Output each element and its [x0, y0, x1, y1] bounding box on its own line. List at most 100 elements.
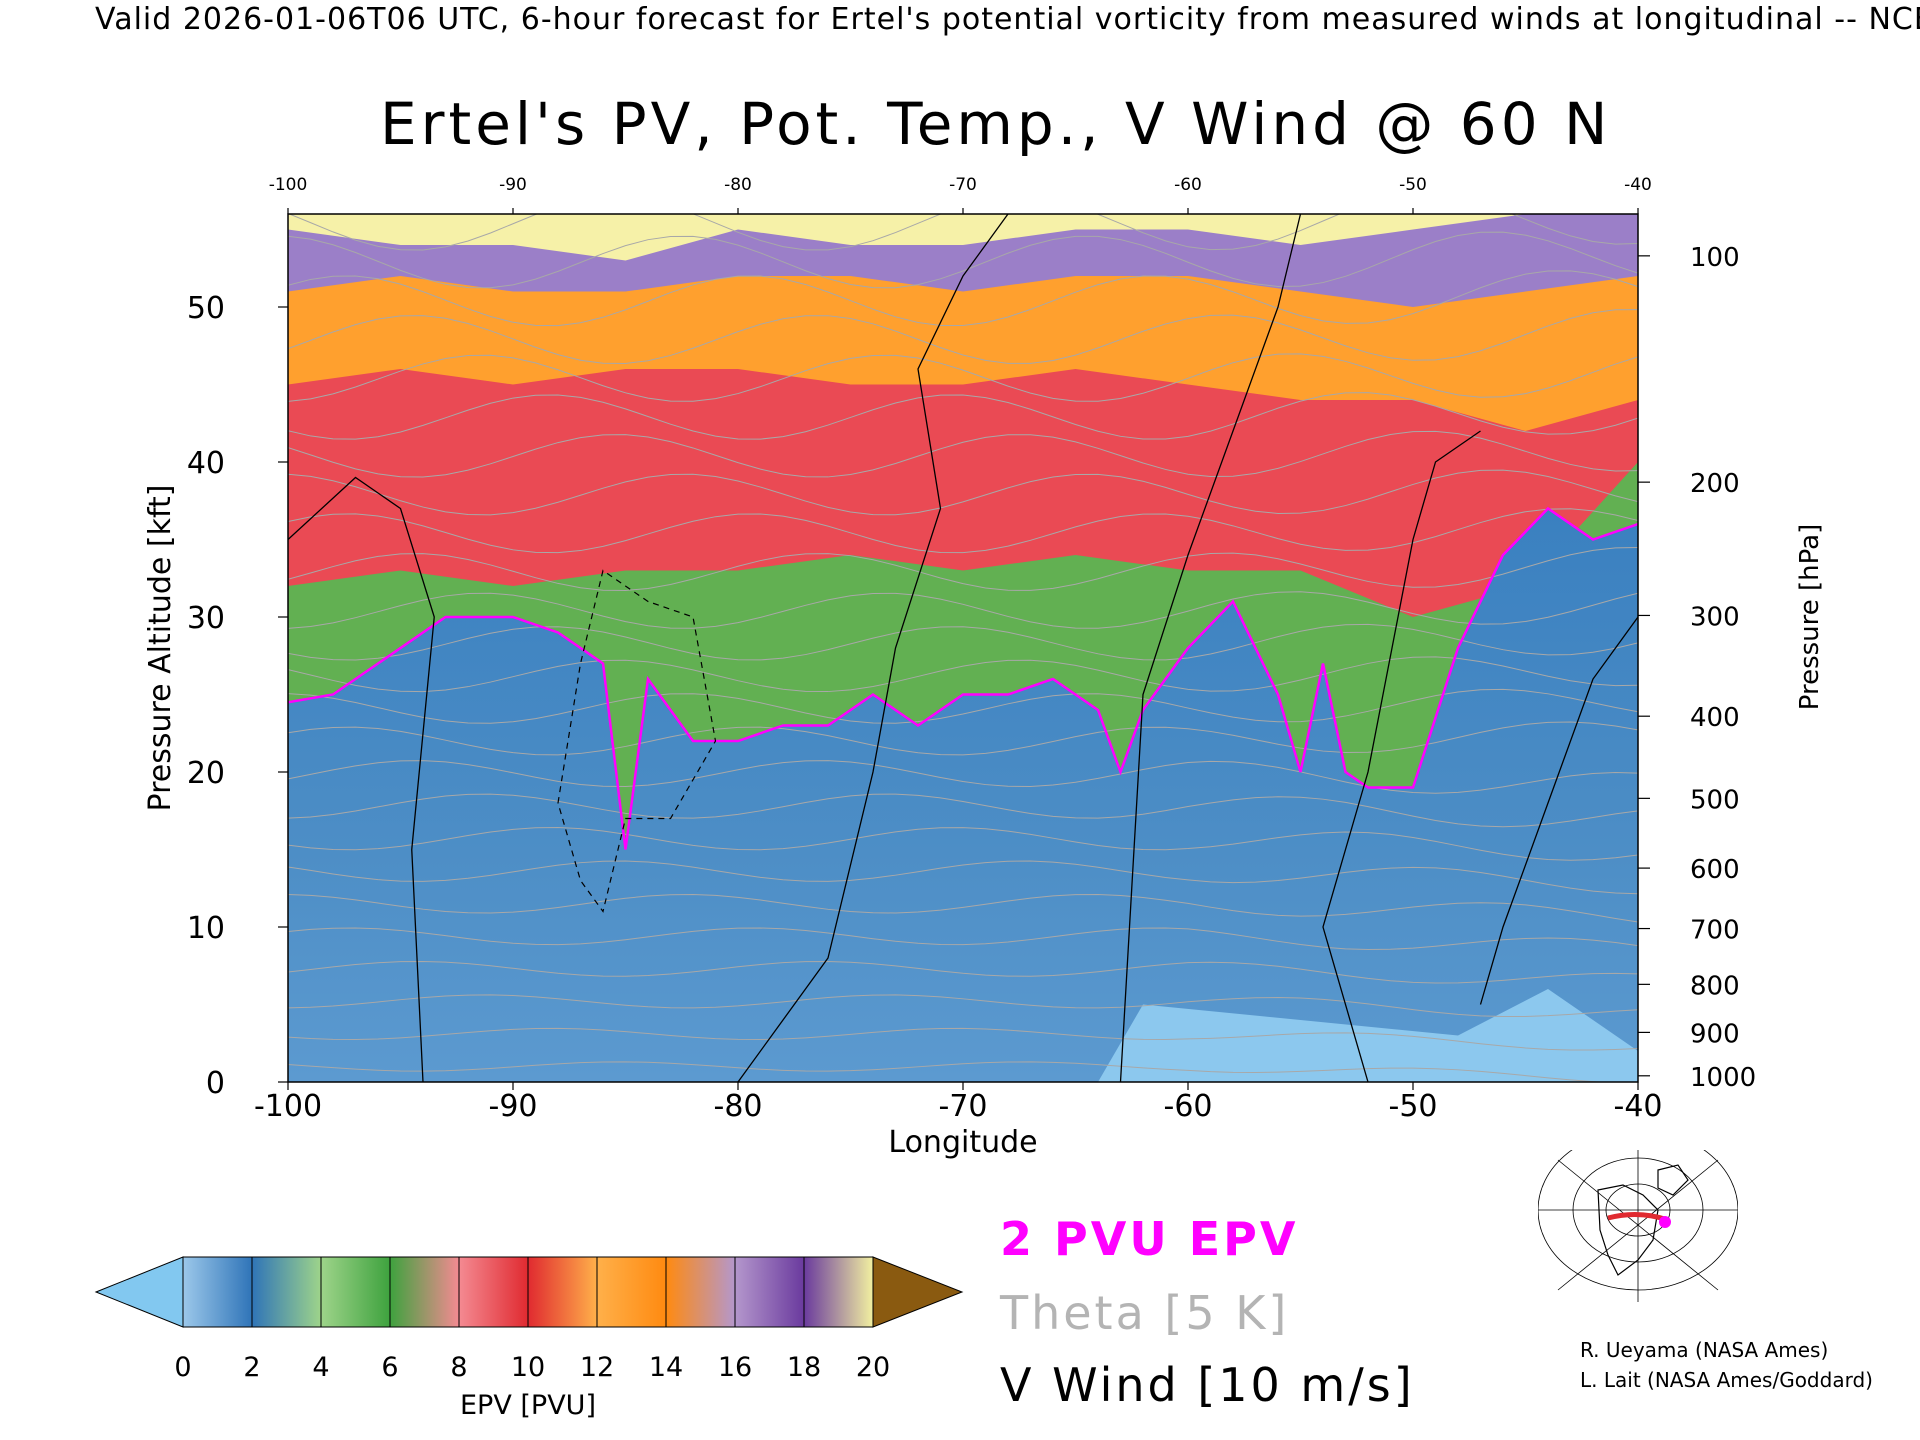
y-tick-label: 0: [206, 1066, 225, 1101]
colorbar-segment: [596, 1256, 667, 1328]
pressure-tick-label: 300: [1690, 602, 1740, 632]
pressure-tick-label: 900: [1690, 1019, 1740, 1049]
y-tick-label: 50: [187, 291, 225, 326]
colorbar-tick-label: 4: [312, 1352, 329, 1383]
colorbar-tick-label: 16: [718, 1352, 752, 1383]
colorbar-segment: [458, 1256, 529, 1328]
x-tick-label-top: -40: [1624, 175, 1652, 195]
pressure-tick-label: 200: [1690, 469, 1740, 499]
theta-contour: [288, 591, 1638, 629]
contour-lines: [288, 214, 1638, 1082]
vwind-contour: [1322, 430, 1481, 1082]
pressure-tick-label: 600: [1690, 855, 1740, 885]
y-axis-label-right: Pressure [hPa]: [1795, 524, 1825, 711]
theta-contour: [288, 430, 1638, 478]
pv2-contour: [288, 506, 1638, 850]
vwind-contour: [288, 476, 435, 1082]
legend-theta: Theta [5 K]: [1000, 1286, 1290, 1340]
theta-contour: [288, 231, 1638, 289]
x-tick-label: -60: [1164, 1089, 1213, 1124]
epv-band-troposphere: [288, 508, 1638, 1082]
theta-contour: [288, 392, 1638, 440]
epv-colorbar: 0 2 4 6 8 10 12 14 16 18 20 EPV [PVU]: [94, 1256, 964, 1421]
theta-contour: [288, 353, 1638, 402]
colorbar-segment: [389, 1256, 460, 1328]
colorbar-tick-label: 10: [511, 1352, 545, 1383]
pressure-tick-label: 400: [1690, 703, 1740, 733]
epv-field: [288, 214, 1638, 1082]
colorbar-segment: [527, 1256, 598, 1328]
x-axis-label: Longitude: [888, 1125, 1037, 1160]
x-tick-label-top: -90: [499, 175, 527, 195]
x-tick-label: -70: [939, 1089, 988, 1124]
y-tick-label: 30: [187, 601, 225, 636]
y-axis-label: Pressure Altitude [kft]: [143, 485, 178, 812]
vwind-contour: [737, 214, 1009, 1082]
theta-contour: [288, 214, 1638, 251]
y-tick-label: 40: [187, 446, 225, 481]
colorbar-label: EPV [PVU]: [460, 1390, 596, 1421]
theta-contour: [288, 656, 1638, 693]
epv-band-low: [1098, 989, 1638, 1082]
colorbar-segment: [182, 1256, 253, 1328]
theta-contour: [288, 893, 1638, 923]
axes: -100 -100 -90 -90 -80 -80 -70 -70 -60 -60 -50 -50 -4…: [143, 175, 1825, 1160]
chart-title: Ertel's PV, Pot. Temp., V Wind @ 60 N: [380, 90, 1612, 158]
vwind-contour: [1479, 616, 1638, 1005]
colorbar-under-triangle: [94, 1256, 184, 1328]
pressure-tick-label: 1000: [1690, 1063, 1756, 1093]
theta-contour: [288, 793, 1638, 828]
colorbar-segment: [803, 1256, 874, 1328]
theta-contour: [288, 927, 1638, 951]
theta-contour: [288, 469, 1638, 516]
theta-contour: [288, 860, 1638, 895]
colorbar-over-triangle: [872, 1256, 964, 1328]
x-tick-label-top: -60: [1174, 175, 1202, 195]
locator-map: [1538, 1150, 1738, 1302]
theta-contour: [288, 547, 1638, 591]
pressure-tick-label: 100: [1690, 243, 1740, 273]
theta-contour: [288, 760, 1638, 794]
colorbar-segment: [251, 1256, 322, 1328]
x-tick-label: -50: [1389, 1089, 1438, 1124]
x-tick-label: -40: [1614, 1089, 1663, 1124]
y-tick-label: 20: [187, 756, 225, 791]
colorbar-tick-label: 18: [787, 1352, 821, 1383]
colorbar-tick-label: 8: [450, 1352, 467, 1383]
pressure-tick-label: 700: [1690, 916, 1740, 946]
legend-2pvu: 2 PVU EPV: [1000, 1212, 1299, 1266]
pressure-tick-label: 500: [1690, 785, 1740, 815]
vwind-contour-negative: [557, 569, 717, 913]
theta-contour: [288, 1061, 1610, 1082]
colorbar-tick-label: 2: [243, 1352, 260, 1383]
header-text: Valid 2026-01-06T06 UTC, 6-hour forecast…: [95, 2, 1920, 37]
theta-contour: [288, 721, 1638, 756]
colorbar-segment: [320, 1256, 391, 1328]
x-tick-label: -90: [489, 1089, 538, 1124]
colorbar-tick-label: 0: [174, 1352, 191, 1383]
credit-line-2: L. Lait (NASA Ames/Goddard): [1580, 1368, 1873, 1392]
x-tick-label: -100: [254, 1089, 322, 1124]
x-tick-label-top: -70: [949, 175, 977, 195]
colorbar-tick-label: 14: [649, 1352, 683, 1383]
legend-vwind: V Wind [10 m/s]: [1000, 1358, 1415, 1412]
theta-contour: [288, 623, 1638, 661]
theta-contour: [288, 270, 1638, 327]
colorbar-segment: [665, 1256, 736, 1328]
vwind-contour: [1119, 214, 1302, 1082]
colorbar-segment: [734, 1256, 805, 1328]
x-tick-label-top: -100: [269, 175, 308, 195]
theta-contour: [288, 309, 1638, 364]
colorbar-tick-label: 6: [381, 1352, 398, 1383]
theta-contour: [288, 1027, 1638, 1051]
x-tick-label-top: -50: [1399, 175, 1427, 195]
theta-contour: [288, 994, 1638, 1018]
theta-contour: [288, 960, 1638, 984]
pressure-tick-label: 800: [1690, 971, 1740, 1001]
theta-contour: [288, 688, 1638, 724]
y-tick-label: 10: [187, 911, 225, 946]
x-tick-label: -80: [714, 1089, 763, 1124]
colorbar-tick-label: 20: [856, 1352, 890, 1383]
colorbar-tick-label: 12: [580, 1352, 614, 1383]
